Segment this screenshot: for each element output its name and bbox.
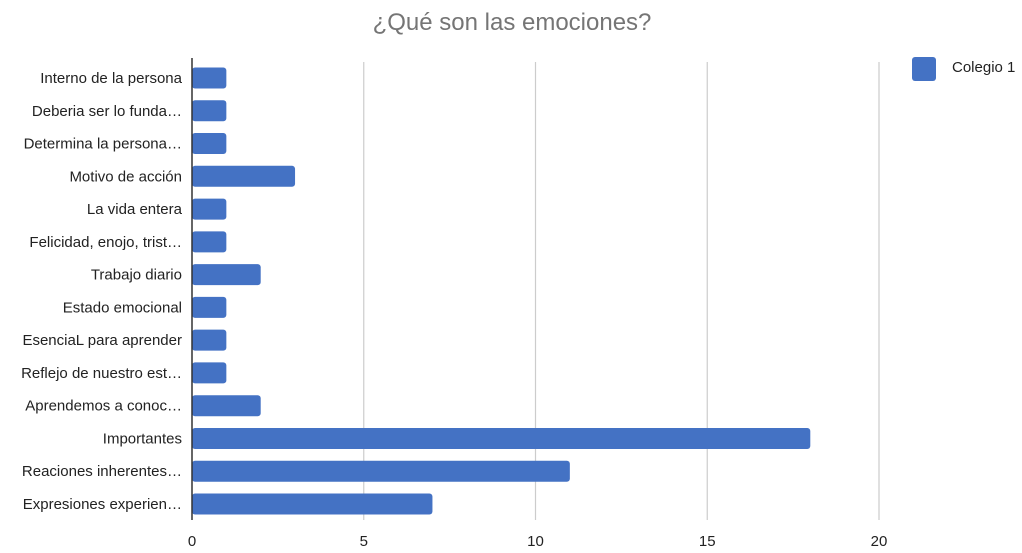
legend: Colegio 1 <box>912 57 1015 81</box>
bar-9 <box>192 329 227 351</box>
category-label-7: Trabajo diario <box>91 267 182 284</box>
category-label-11: Aprendemos a conoc… <box>25 398 182 415</box>
category-label-2: Deberia ser lo funda… <box>32 103 182 120</box>
bar-8 <box>192 296 227 318</box>
x-tick-label-15: 15 <box>699 533 716 550</box>
legend-label: Colegio 1 <box>952 59 1015 76</box>
x-tick-label-20: 20 <box>871 533 888 550</box>
x-tick-label-5: 5 <box>360 533 368 550</box>
category-label-13: Reaciones inherentes… <box>22 463 182 480</box>
chart-title: ¿Qué son las emociones? <box>373 9 652 36</box>
category-label-1: Interno de la persona <box>40 70 182 87</box>
category-label-3: Determina la persona… <box>24 136 182 153</box>
bar-3 <box>192 133 227 155</box>
category-label-5: La vida entera <box>87 201 183 218</box>
bar-12 <box>192 427 811 449</box>
bars <box>192 67 811 515</box>
bar-1 <box>192 67 227 89</box>
gridlines <box>363 62 880 520</box>
bar-13 <box>192 460 570 482</box>
category-label-10: Reflejo de nuestro est… <box>21 365 182 382</box>
bar-2 <box>192 100 227 122</box>
category-label-4: Motivo de acción <box>69 168 182 185</box>
x-tick-labels: 0 5 10 15 20 <box>188 533 888 550</box>
category-label-8: Estado emocional <box>63 299 182 316</box>
bar-11 <box>192 395 261 417</box>
legend-swatch <box>912 57 936 81</box>
bar-14 <box>192 493 433 515</box>
category-labels: Interno de la persona Deberia ser lo fund… <box>21 70 183 513</box>
category-label-14: Expresiones experien… <box>23 496 182 513</box>
bar-4 <box>192 165 296 187</box>
bar-6 <box>192 231 227 253</box>
category-label-9: EsenciaL para aprender <box>22 332 182 349</box>
category-label-6: Felicidad, enojo, trist… <box>29 234 182 251</box>
bar-10 <box>192 362 227 384</box>
bar-5 <box>192 198 227 220</box>
x-tick-label-0: 0 <box>188 533 196 550</box>
x-tick-label-10: 10 <box>527 533 544 550</box>
bar-7 <box>192 264 261 286</box>
category-label-12: Importantes <box>103 430 182 447</box>
